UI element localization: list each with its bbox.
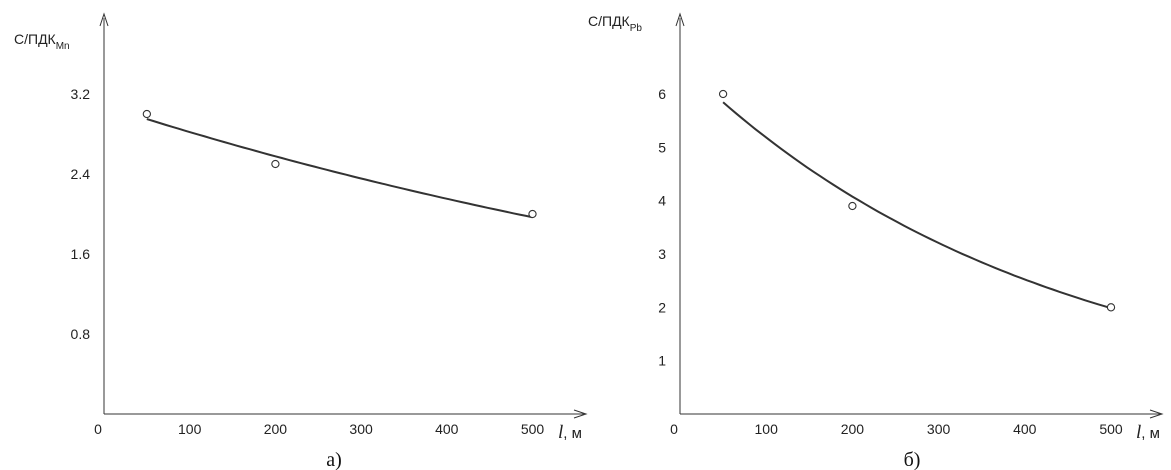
chart-a-x-tick-400: 400 [435, 421, 459, 437]
chart-a-y-tick-2-4: 2.4 [71, 166, 91, 182]
chart-a-x-ticks: 0 100 200 300 400 500 [94, 421, 544, 437]
chart-a-y-tick-0-8: 0.8 [71, 326, 91, 342]
chart-a-point-500 [528, 209, 537, 219]
chart-b-x-tick-200: 200 [841, 421, 865, 437]
chart-b-trend-line [722, 101, 1112, 310]
chart-a-y-tick-3-2: 3.2 [71, 86, 91, 102]
chart-a-caption: а) [326, 449, 342, 470]
chart-b-caption: б) [904, 449, 921, 470]
chart-a-x-axis [104, 409, 588, 419]
chart-b-y-tick-4: 4 [658, 193, 666, 209]
chart-b-y-tick-2: 2 [658, 299, 666, 315]
chart-a-y-ticks: 0.8 1.6 2.4 3.2 [71, 86, 91, 342]
chart-a-x-tick-0: 0 [94, 421, 102, 437]
chart-a-x-tick-200: 200 [264, 421, 288, 437]
chart-a-y-tick-1-6: 1.6 [71, 246, 91, 262]
chart-b-x-axis [680, 409, 1164, 419]
chart-a-y-axis [99, 12, 109, 414]
chart-a-x-label: l, м [558, 422, 582, 443]
chart-b-y-ticks: 1 2 3 4 5 6 [658, 86, 666, 369]
chart-b-y-tick-6: 6 [658, 86, 666, 102]
chart-a-x-tick-300: 300 [349, 421, 373, 437]
chart-b-y-axis [675, 12, 685, 414]
chart-a-trend-line [146, 118, 533, 219]
chart-a-x-tick-500: 500 [521, 421, 545, 437]
chart-b-y-tick-5: 5 [658, 139, 666, 155]
chart-b-x-tick-100: 100 [755, 421, 779, 437]
chart-b-y-label: С/ПДКPb [588, 13, 642, 34]
chart-a-point-200 [271, 159, 280, 169]
chart-b-point-200 [848, 201, 857, 211]
chart-b-x-tick-0: 0 [670, 421, 678, 437]
chart-b-point-500 [1106, 303, 1116, 312]
chart-a-y-label: С/ПДКMn [14, 31, 70, 52]
chart-a-point-50 [142, 109, 151, 119]
chart-b: С/ПДКPb l, м б) 0 100 200 300 400 500 1 … [588, 12, 1164, 470]
chart-b-x-label: l, м [1136, 422, 1160, 443]
chart-b-y-tick-1: 1 [658, 353, 666, 369]
chart-b-y-tick-3: 3 [658, 246, 666, 262]
chart-b-x-tick-400: 400 [1013, 421, 1037, 437]
chart-b-x-ticks: 0 100 200 300 400 500 [670, 421, 1123, 437]
chart-b-x-tick-500: 500 [1099, 421, 1123, 437]
chart-a: С/ПДКMn l, м а) 0 100 200 300 400 500 0.… [14, 12, 588, 470]
chart-a-x-tick-100: 100 [178, 421, 202, 437]
chart-b-point-50 [718, 89, 728, 99]
chart-b-x-tick-300: 300 [927, 421, 951, 437]
